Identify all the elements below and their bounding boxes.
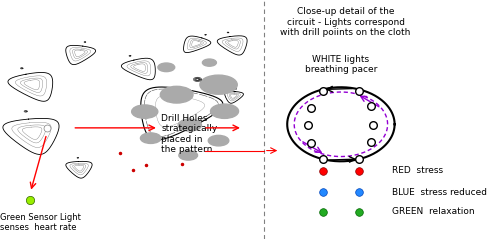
Text: Drill Holes
strategically
placed in
the pattern: Drill Holes strategically placed in the … (161, 114, 218, 154)
Circle shape (132, 105, 158, 118)
Text: RED  stress: RED stress (392, 166, 444, 175)
Circle shape (179, 151, 198, 160)
Text: WHITE lights
breathing pacer: WHITE lights breathing pacer (304, 55, 377, 74)
Text: BLUE  stress reduced: BLUE stress reduced (392, 188, 488, 197)
Circle shape (208, 135, 229, 146)
Circle shape (210, 104, 238, 118)
Circle shape (160, 86, 193, 103)
Circle shape (200, 75, 237, 94)
Circle shape (178, 119, 202, 131)
Text: GREEN  relaxation: GREEN relaxation (392, 207, 475, 216)
Text: Close-up detail of the
circuit - Lights correspond
with drill poiints on the clo: Close-up detail of the circuit - Lights … (280, 7, 411, 37)
Polygon shape (141, 87, 223, 140)
Circle shape (202, 59, 216, 66)
Circle shape (140, 133, 161, 143)
Circle shape (158, 63, 174, 72)
Text: Green Sensor Light
senses  heart rate: Green Sensor Light senses heart rate (0, 213, 81, 232)
